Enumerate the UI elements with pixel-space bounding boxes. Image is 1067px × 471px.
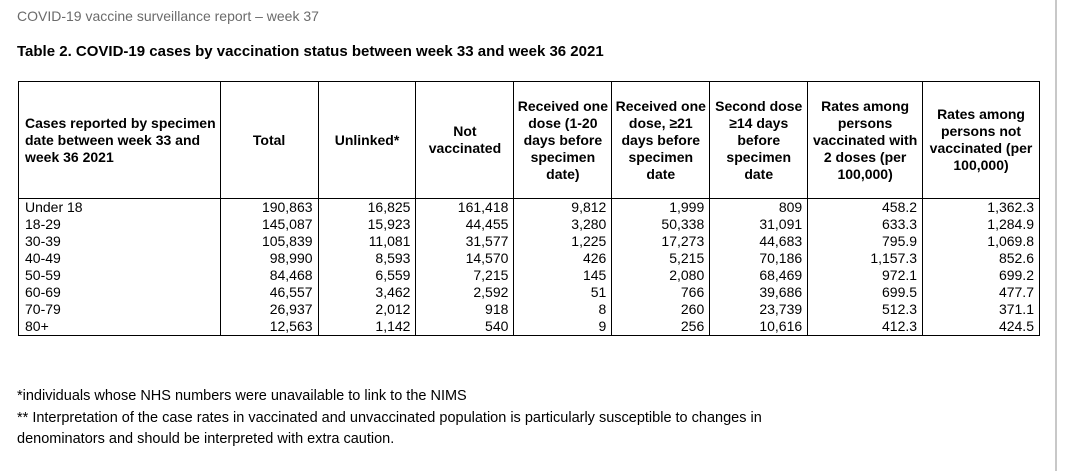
cell-rate-not-vaccinated: 424.5 [922, 318, 1040, 336]
cell-unlinked: 15,923 [317, 216, 417, 233]
row-label: 50-59 [18, 267, 221, 284]
cell-total: 12,563 [219, 318, 319, 336]
cell-rate-vaccinated: 699.5 [807, 284, 924, 301]
cell-one-dose-1-20: 1,225 [513, 233, 613, 250]
table-header-row: Cases reported by specimen date between … [18, 81, 1040, 199]
cell-total: 105,839 [219, 233, 319, 250]
table-row: 40-49 98,990 8,593 14,570 426 5,215 70,1… [18, 250, 1040, 267]
footnote-interpretation: ** Interpretation of the case rates in v… [17, 409, 762, 426]
cell-one-dose-1-20: 9 [513, 318, 613, 336]
cell-unlinked: 1,142 [317, 318, 417, 336]
col-header-rate-not-vaccinated: Rates among persons not vaccinated (per … [922, 81, 1040, 199]
cell-one-dose-21: 1,999 [611, 198, 711, 216]
cell-rate-vaccinated: 972.1 [807, 267, 924, 284]
cell-rate-vaccinated: 412.3 [807, 318, 924, 336]
cell-rate-not-vaccinated: 1,284.9 [922, 216, 1040, 233]
cases-table: Cases reported by specimen date between … [18, 81, 1040, 336]
cell-second-dose: 31,091 [709, 216, 809, 233]
cell-total: 190,863 [219, 198, 319, 216]
page-edge-divider [1055, 0, 1057, 471]
cell-rate-not-vaccinated: 477.7 [922, 284, 1040, 301]
cell-one-dose-21: 2,080 [611, 267, 711, 284]
col-header-rate-vaccinated: Rates among persons vaccinated with 2 do… [807, 81, 924, 199]
cell-second-dose: 809 [709, 198, 809, 216]
cell-not-vaccinated: 44,455 [415, 216, 515, 233]
cell-not-vaccinated: 2,592 [415, 284, 515, 301]
cell-one-dose-21: 5,215 [611, 250, 711, 267]
cell-second-dose: 23,739 [709, 301, 809, 318]
table-row: 50-59 84,468 6,559 7,215 145 2,080 68,46… [18, 267, 1040, 284]
cell-one-dose-1-20: 426 [513, 250, 613, 267]
report-header: COVID-19 vaccine surveillance report – w… [17, 8, 319, 24]
cell-total: 26,937 [219, 301, 319, 318]
table-row: Under 18 190,863 16,825 161,418 9,812 1,… [18, 198, 1040, 216]
cell-rate-not-vaccinated: 699.2 [922, 267, 1040, 284]
row-label: Under 18 [18, 198, 221, 216]
cell-not-vaccinated: 540 [415, 318, 515, 336]
cell-one-dose-21: 260 [611, 301, 711, 318]
cell-not-vaccinated: 7,215 [415, 267, 515, 284]
table-row: 18-29 145,087 15,923 44,455 3,280 50,338… [18, 216, 1040, 233]
cell-one-dose-1-20: 8 [513, 301, 613, 318]
cell-unlinked: 3,462 [317, 284, 417, 301]
cell-second-dose: 44,683 [709, 233, 809, 250]
cell-unlinked: 16,825 [317, 198, 417, 216]
cell-total: 84,468 [219, 267, 319, 284]
footnote-unlinked: *individuals whose NHS numbers were unav… [17, 388, 467, 404]
footnotes: *individuals whose NHS numbers were unav… [17, 386, 762, 451]
cell-one-dose-21: 17,273 [611, 233, 711, 250]
cell-rate-not-vaccinated: 1,069.8 [922, 233, 1040, 250]
row-label: 30-39 [18, 233, 221, 250]
row-label: 18-29 [18, 216, 221, 233]
row-label: 70-79 [18, 301, 221, 318]
row-label: 60-69 [18, 284, 221, 301]
cell-total: 145,087 [219, 216, 319, 233]
footnote-interpretation-cont: denominators and should be interpreted w… [17, 431, 395, 447]
cell-unlinked: 11,081 [317, 233, 417, 250]
row-label: 80+ [18, 318, 221, 336]
cell-unlinked: 8,593 [317, 250, 417, 267]
cell-rate-not-vaccinated: 371.1 [922, 301, 1040, 318]
cell-one-dose-21: 766 [611, 284, 711, 301]
cell-second-dose: 10,616 [709, 318, 809, 336]
cell-not-vaccinated: 14,570 [415, 250, 515, 267]
cell-unlinked: 2,012 [317, 301, 417, 318]
cell-rate-vaccinated: 1,157.3 [807, 250, 924, 267]
col-header-one-dose-21: Received one dose, ≥21 days before speci… [611, 81, 711, 199]
table-row: 60-69 46,557 3,462 2,592 51 766 39,686 6… [18, 284, 1040, 301]
cell-one-dose-1-20: 9,812 [513, 198, 613, 216]
cell-not-vaccinated: 161,418 [415, 198, 515, 216]
cell-one-dose-21: 50,338 [611, 216, 711, 233]
table-row: 70-79 26,937 2,012 918 8 260 23,739 512.… [18, 301, 1040, 318]
cell-total: 98,990 [219, 250, 319, 267]
col-header-total: Total [219, 81, 319, 199]
cell-not-vaccinated: 918 [415, 301, 515, 318]
cell-second-dose: 68,469 [709, 267, 809, 284]
cell-second-dose: 39,686 [709, 284, 809, 301]
col-header-second-dose: Second dose ≥14 days before specimen dat… [709, 81, 809, 199]
col-header-not-vaccinated: Not vaccinated [415, 81, 515, 199]
col-header-age-group: Cases reported by specimen date between … [18, 81, 221, 199]
table-row: 30-39 105,839 11,081 31,577 1,225 17,273… [18, 233, 1040, 250]
cell-total: 46,557 [219, 284, 319, 301]
cell-rate-vaccinated: 512.3 [807, 301, 924, 318]
cell-rate-vaccinated: 795.9 [807, 233, 924, 250]
cell-unlinked: 6,559 [317, 267, 417, 284]
row-label: 40-49 [18, 250, 221, 267]
col-header-unlinked: Unlinked* [317, 81, 417, 199]
cell-rate-vaccinated: 633.3 [807, 216, 924, 233]
col-header-one-dose-1-20: Received one dose (1-20 days before spec… [513, 81, 613, 199]
cell-rate-vaccinated: 458.2 [807, 198, 924, 216]
cell-one-dose-1-20: 3,280 [513, 216, 613, 233]
cell-second-dose: 70,186 [709, 250, 809, 267]
table-title: Table 2. COVID-19 cases by vaccination s… [17, 43, 604, 60]
cell-not-vaccinated: 31,577 [415, 233, 515, 250]
cell-rate-not-vaccinated: 852.6 [922, 250, 1040, 267]
cell-one-dose-1-20: 51 [513, 284, 613, 301]
cell-one-dose-1-20: 145 [513, 267, 613, 284]
cell-rate-not-vaccinated: 1,362.3 [922, 198, 1040, 216]
table-row: 80+ 12,563 1,142 540 9 256 10,616 412.3 … [18, 318, 1040, 336]
cell-one-dose-21: 256 [611, 318, 711, 336]
